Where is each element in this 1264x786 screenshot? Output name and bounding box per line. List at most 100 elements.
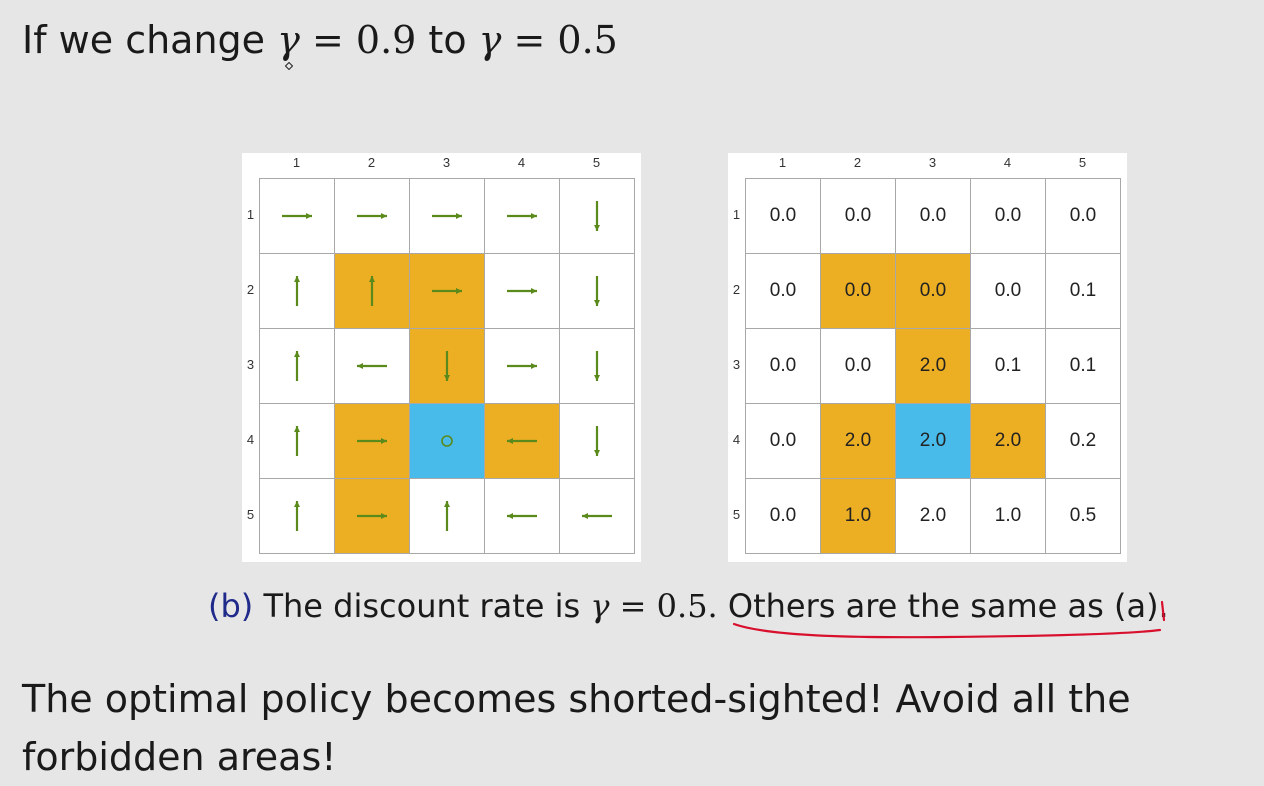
column-label-1: 1	[778, 155, 787, 170]
value-cell-r2c5: 0.1	[1045, 253, 1120, 328]
value-cell-r3c4: 0.1	[970, 328, 1045, 403]
column-label-2: 2	[367, 155, 376, 170]
value-cell-r1c3: 0.0	[895, 178, 970, 253]
state-value-text: 0.5	[1069, 505, 1097, 526]
state-value-text: 0.0	[769, 205, 797, 226]
slide-title: If we change γ = 0.9 to γ = 0.5	[22, 14, 618, 66]
column-label-1: 1	[292, 155, 301, 170]
column-label-3: 3	[442, 155, 451, 170]
policy-cell-r2c5	[559, 253, 634, 328]
value-cell-r3c3: 2.0	[895, 328, 970, 403]
arrow-down-icon	[594, 426, 600, 456]
title-connector: to	[428, 18, 467, 62]
state-value-text: 0.0	[769, 355, 797, 376]
policy-cell-r1c1	[259, 178, 334, 253]
policy-cell-r5c4	[484, 478, 559, 553]
policy-cell-r2c4	[484, 253, 559, 328]
state-value-text: 0.1	[1069, 280, 1097, 301]
policy-cell-r5c1	[259, 478, 334, 553]
value-cell-r5c2: 1.0	[820, 478, 895, 553]
column-label-4: 4	[1003, 155, 1012, 170]
value-cell-r4c4: 2.0	[970, 403, 1045, 478]
policy-cell-r4c1	[259, 403, 334, 478]
row-label-1: 1	[246, 207, 255, 222]
arrow-left-icon	[507, 438, 537, 444]
policy-cell-r1c5	[559, 178, 634, 253]
row-label-2: 2	[246, 282, 255, 297]
policy-cell-r4c3	[409, 403, 484, 478]
arrow-right-icon	[507, 288, 537, 294]
value-cell-r1c1: 0.0	[745, 178, 820, 253]
value-cell-r4c3: 2.0	[895, 403, 970, 478]
row-label-5: 5	[246, 507, 255, 522]
arrow-up-icon	[294, 426, 300, 456]
arrow-right-icon	[357, 438, 387, 444]
figure-caption: (b) The discount rate is γ = 0.5. Others…	[208, 584, 1169, 628]
caption-gamma-symbol: γ	[590, 587, 610, 625]
state-value-text: 0.0	[844, 280, 872, 301]
column-label-5: 5	[1078, 155, 1087, 170]
value-cell-r5c3: 2.0	[895, 478, 970, 553]
arrow-right-icon	[507, 363, 537, 369]
policy-cell-r1c2	[334, 178, 409, 253]
policy-cell-r1c4	[484, 178, 559, 253]
row-label-3: 3	[246, 357, 255, 372]
arrow-down-icon	[444, 351, 450, 381]
value-cell-r2c3: 0.0	[895, 253, 970, 328]
state-value-text: 0.0	[919, 205, 947, 226]
state-value-text: 0.0	[919, 280, 947, 301]
row-label-4: 4	[732, 432, 741, 447]
state-value-text: 0.1	[994, 355, 1022, 376]
arrow-up-icon	[294, 351, 300, 381]
state-value-text: 1.0	[844, 505, 872, 526]
arrow-left-icon	[357, 363, 387, 369]
value-cell-r2c2: 0.0	[820, 253, 895, 328]
title-prefix: If we change	[22, 18, 266, 62]
state-value-text: 0.0	[769, 430, 797, 451]
arrow-right-icon	[282, 213, 312, 219]
policy-grid	[259, 178, 635, 554]
value-cell-r5c4: 1.0	[970, 478, 1045, 553]
arrow-right-icon	[432, 288, 462, 294]
policy-cell-r3c5	[559, 328, 634, 403]
caption-text-before: The discount rate is	[263, 587, 581, 625]
policy-cell-r1c3	[409, 178, 484, 253]
policy-cell-r3c1	[259, 328, 334, 403]
policy-cell-r5c5	[559, 478, 634, 553]
arrow-right-icon	[357, 513, 387, 519]
row-label-1: 1	[732, 207, 741, 222]
caption-gamma-value: = 0.5.	[619, 587, 718, 625]
value-cell-r4c2: 2.0	[820, 403, 895, 478]
arrow-up-icon	[369, 276, 375, 306]
policy-cell-r3c2	[334, 328, 409, 403]
arrow-left-icon	[582, 513, 612, 519]
state-value-grid: 0.0 0.0 0.0 0.0 0.0 0.0 0.0 0.0 0.0 0.1 0.0 0.0 2.0 0…	[745, 178, 1121, 554]
state-value-text: 2.0	[844, 430, 872, 451]
policy-cell-r5c2	[334, 478, 409, 553]
arrow-right-icon	[357, 213, 387, 219]
value-cell-r3c2: 0.0	[820, 328, 895, 403]
arrow-right-icon	[432, 213, 462, 219]
stay-circle-icon	[441, 435, 453, 447]
column-label-4: 4	[517, 155, 526, 170]
row-label-3: 3	[732, 357, 741, 372]
arrow-down-icon	[594, 201, 600, 231]
policy-cell-r2c1	[259, 253, 334, 328]
state-value-grid-figure: 0.0 0.0 0.0 0.0 0.0 0.0 0.0 0.0 0.0 0.1 0.0 0.0 2.0 0…	[728, 153, 1127, 562]
arrow-left-icon	[507, 513, 537, 519]
state-value-text: 2.0	[919, 355, 947, 376]
value-cell-r4c5: 0.2	[1045, 403, 1120, 478]
arrow-up-icon	[294, 276, 300, 306]
conclusion-text: The optimal policy becomes shorted-sight…	[22, 677, 1131, 779]
value-cell-r2c1: 0.0	[745, 253, 820, 328]
column-label-5: 5	[592, 155, 601, 170]
title-gamma-old: γ = 0.9	[277, 18, 416, 62]
state-value-text: 2.0	[919, 430, 947, 451]
value-cell-r5c1: 0.0	[745, 478, 820, 553]
value-cell-r1c2: 0.0	[820, 178, 895, 253]
row-label-5: 5	[732, 507, 741, 522]
policy-grid-figure: 1 2 3 4 5 1 2 3 4 5	[242, 153, 641, 562]
state-value-text: 0.2	[1069, 430, 1097, 451]
title-gamma-new-value: = 0.5	[513, 18, 618, 62]
value-cell-r1c5: 0.0	[1045, 178, 1120, 253]
